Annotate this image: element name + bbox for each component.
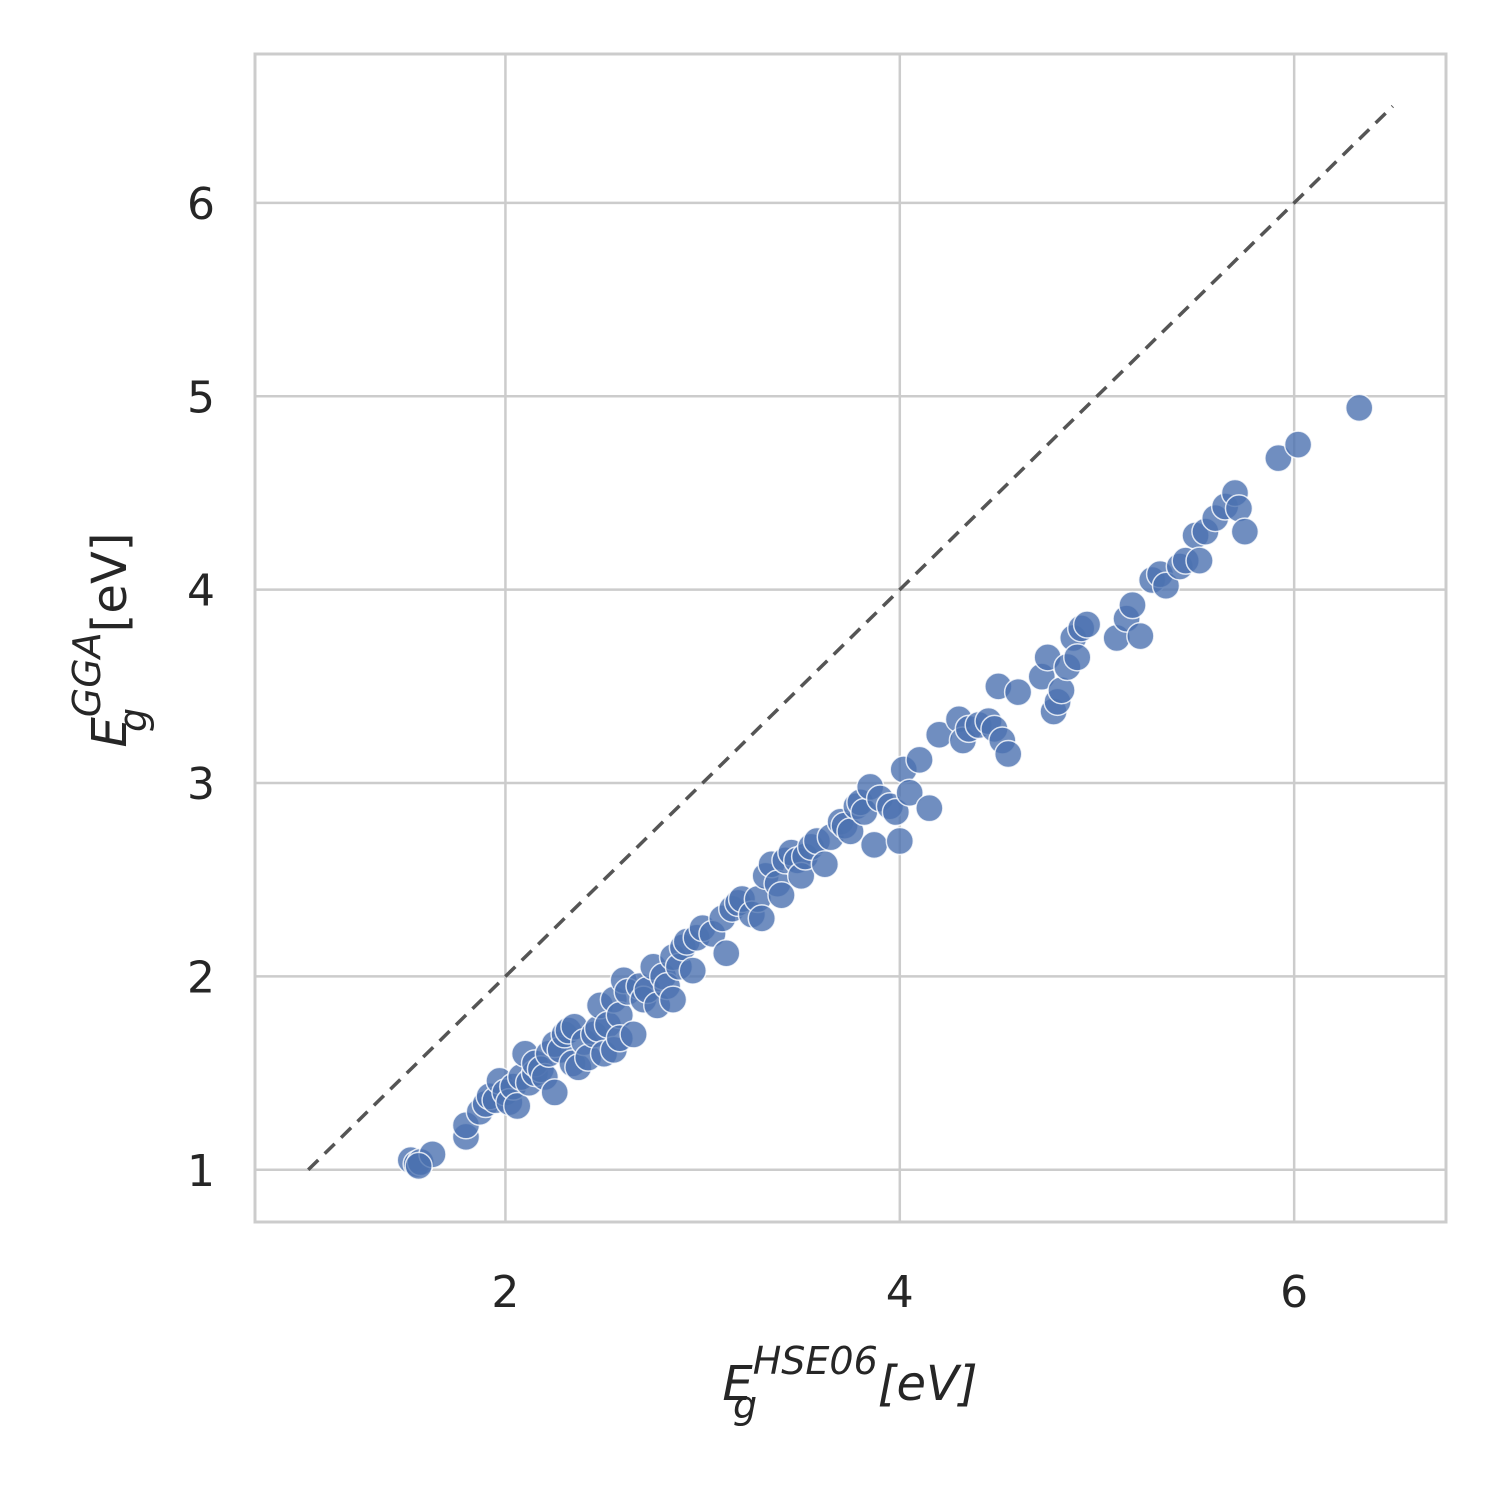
data-point (905, 745, 934, 775)
grid-lines (255, 54, 1446, 1222)
x-tick-label: 2 (491, 1267, 519, 1318)
data-point (712, 938, 741, 968)
data-point (810, 850, 840, 879)
data-point (404, 1151, 433, 1181)
data-point (915, 793, 944, 823)
data-point (503, 1091, 532, 1121)
x-tick-labels: 2 4 6 (491, 1267, 1308, 1318)
x-tick-label: 6 (1280, 1267, 1308, 1318)
data-point (1283, 430, 1313, 459)
y-axis-label: EGGA[eV] (65, 532, 138, 747)
data-point (1185, 546, 1214, 575)
data-point (1063, 643, 1092, 672)
data-point (1230, 517, 1260, 546)
data-points (396, 393, 1374, 1181)
data-point (1264, 443, 1293, 473)
reference-line-group (307, 104, 1394, 1172)
y-tick-label: 3 (187, 759, 215, 810)
plot-frame (253, 52, 1448, 1224)
data-point (885, 826, 915, 856)
x-axis-label: EHSE06[eV] (722, 1339, 977, 1412)
data-point (619, 1020, 648, 1049)
y-tick-label: 6 (187, 179, 215, 230)
data-point (993, 739, 1023, 769)
data-point (658, 985, 688, 1014)
data-point (1344, 393, 1374, 423)
data-point (747, 904, 777, 933)
reference-line-y-equals-x (307, 104, 1394, 1172)
y-axis-label-subscript: g (111, 708, 155, 732)
data-point (859, 830, 889, 860)
x-tick-label: 4 (886, 1267, 914, 1318)
y-axis-label-group: EGGA[eV] g (65, 532, 155, 747)
data-point (881, 797, 911, 827)
y-tick-label: 4 (187, 566, 215, 617)
y-tick-label: 5 (187, 372, 215, 423)
data-point (540, 1078, 569, 1107)
y-tick-label: 1 (187, 1146, 215, 1197)
data-point (1072, 610, 1102, 639)
data-point (1003, 677, 1033, 707)
x-axis-label-subscript: g (733, 1383, 757, 1427)
data-point (895, 778, 924, 807)
data-point (1118, 590, 1147, 620)
data-point (678, 956, 708, 985)
y-tick-labels: 1 2 3 4 5 6 (187, 179, 215, 1197)
y-tick-label: 2 (187, 952, 215, 1003)
data-point (767, 880, 796, 910)
data-point (1126, 621, 1155, 651)
data-point (1151, 571, 1181, 601)
